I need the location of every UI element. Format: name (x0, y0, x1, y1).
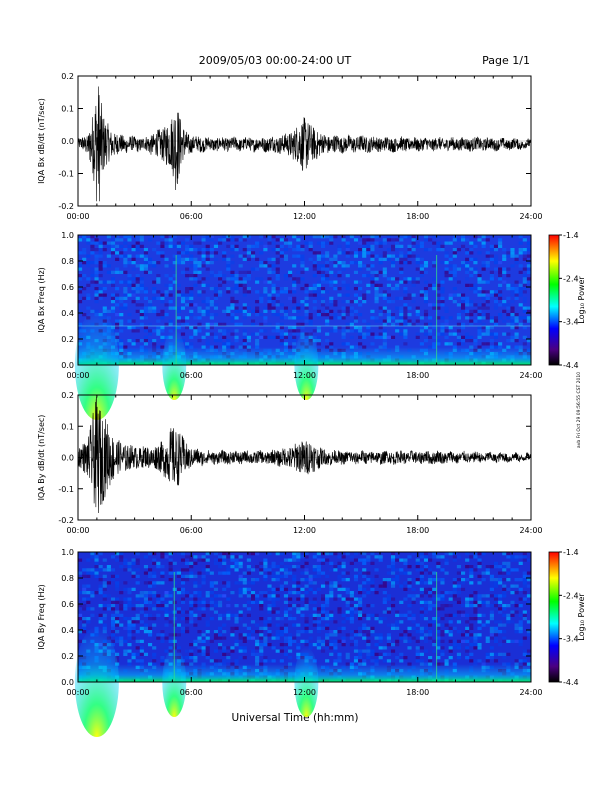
panel-3: 0.2 0.1 0.0 -0.1 -0.200:00 06:00 12:00 18:00 24:… (37, 391, 543, 535)
figure-title: 2009/05/03 00:00-24:00 UT (199, 54, 352, 67)
colorbar-tick-label: -3.4 (563, 318, 579, 327)
x-tick-label: 12:00 (293, 371, 316, 380)
y-tick-label: 0.8 (61, 257, 74, 266)
y-axis-label: IQA By dB/dt (nT/sec) (37, 415, 46, 501)
x-tick-label: 18:00 (406, 688, 429, 697)
y-tick-label: -0.2 (58, 202, 74, 211)
panel-4: -1.4 -2.4 -3.4 -4.4 Log₁₀ Power 1.0 0.8 0.6 0.4 0… (37, 548, 586, 737)
y-tick-label: 0.0 (61, 678, 74, 687)
y-tick-label: 0.0 (61, 137, 74, 146)
y-axis-label: IQA Bx dB/dt (nT/sec) (37, 98, 46, 184)
y-tick-label: 0.1 (61, 105, 74, 114)
y-tick-label: 0.2 (61, 652, 74, 661)
y-axis-label: IQA Bx Freq (Hz) (37, 267, 46, 333)
y-axis-label: IQA By Freq (Hz) (37, 584, 46, 650)
y-tick-label: 0.0 (61, 361, 74, 370)
colorbar-tick-label: -1.4 (563, 231, 579, 240)
x-tick-label: 24:00 (519, 688, 542, 697)
x-tick-label: 12:00 (293, 688, 316, 697)
x-tick-label: 18:00 (406, 371, 429, 380)
colorbar-label: Log₁₀ Power (577, 593, 586, 641)
x-tick-label: 12:00 (293, 212, 316, 221)
y-tick-label: -0.1 (58, 485, 74, 494)
side-stamp: avb Fri Oct 29 09:56:55 CST 2010 (576, 372, 582, 448)
y-tick-label: 0.4 (61, 626, 74, 635)
y-tick-label: 0.4 (61, 309, 74, 318)
colorbar-tick-label: -3.4 (563, 635, 579, 644)
y-tick-label: -0.2 (58, 516, 74, 525)
x-tick-label: 18:00 (406, 526, 429, 535)
y-tick-label: 0.0 (61, 454, 74, 463)
x-axis-label: Universal Time (hh:mm) (232, 712, 359, 724)
panel-1: 0.2 0.1 0.0 -0.1 -0.200:00 06:00 12:00 18:00 24:… (37, 72, 543, 221)
y-tick-label: 0.1 (61, 422, 74, 431)
colorbar-tick-label: -2.4 (563, 591, 579, 600)
colorbar-tick-label: -1.4 (563, 548, 579, 557)
x-tick-label: 24:00 (519, 212, 542, 221)
dbdt-trace (77, 397, 532, 514)
x-tick-label: 06:00 (180, 371, 203, 380)
dbdt-trace (77, 86, 532, 202)
colorbar-label: Log₁₀ Power (577, 276, 586, 324)
y-tick-label: -0.1 (58, 170, 74, 179)
x-tick-label: 24:00 (519, 371, 542, 380)
x-tick-label: 00:00 (66, 371, 89, 380)
colorbar (548, 234, 560, 366)
y-tick-label: 1.0 (61, 231, 74, 240)
y-tick-label: 0.6 (61, 283, 74, 292)
colorbar-tick-label: -2.4 (563, 274, 579, 283)
y-tick-label: 0.8 (61, 574, 74, 583)
colorbar-tick-label: -4.4 (563, 361, 579, 370)
x-tick-label: 18:00 (406, 212, 429, 221)
x-tick-label: 00:00 (66, 688, 89, 697)
x-tick-label: 06:00 (180, 688, 203, 697)
colorbar-tick-label: -4.4 (563, 678, 579, 687)
x-tick-label: 06:00 (180, 212, 203, 221)
y-tick-label: 0.6 (61, 600, 74, 609)
x-tick-label: 06:00 (180, 526, 203, 535)
y-tick-label: 0.2 (61, 72, 74, 81)
y-tick-label: 0.2 (61, 335, 74, 344)
x-tick-label: 24:00 (519, 526, 542, 535)
x-tick-label: 00:00 (66, 212, 89, 221)
panel-2: -1.4 -2.4 -3.4 -4.4 Log₁₀ Power 1.0 0.8 0.6 0.4 0… (37, 231, 586, 420)
y-tick-label: 0.2 (61, 391, 74, 400)
x-tick-label: 00:00 (66, 526, 89, 535)
x-tick-label: 12:00 (293, 526, 316, 535)
page-number: Page 1/1 (482, 54, 530, 67)
y-tick-label: 1.0 (61, 548, 74, 557)
colorbar (548, 551, 560, 683)
